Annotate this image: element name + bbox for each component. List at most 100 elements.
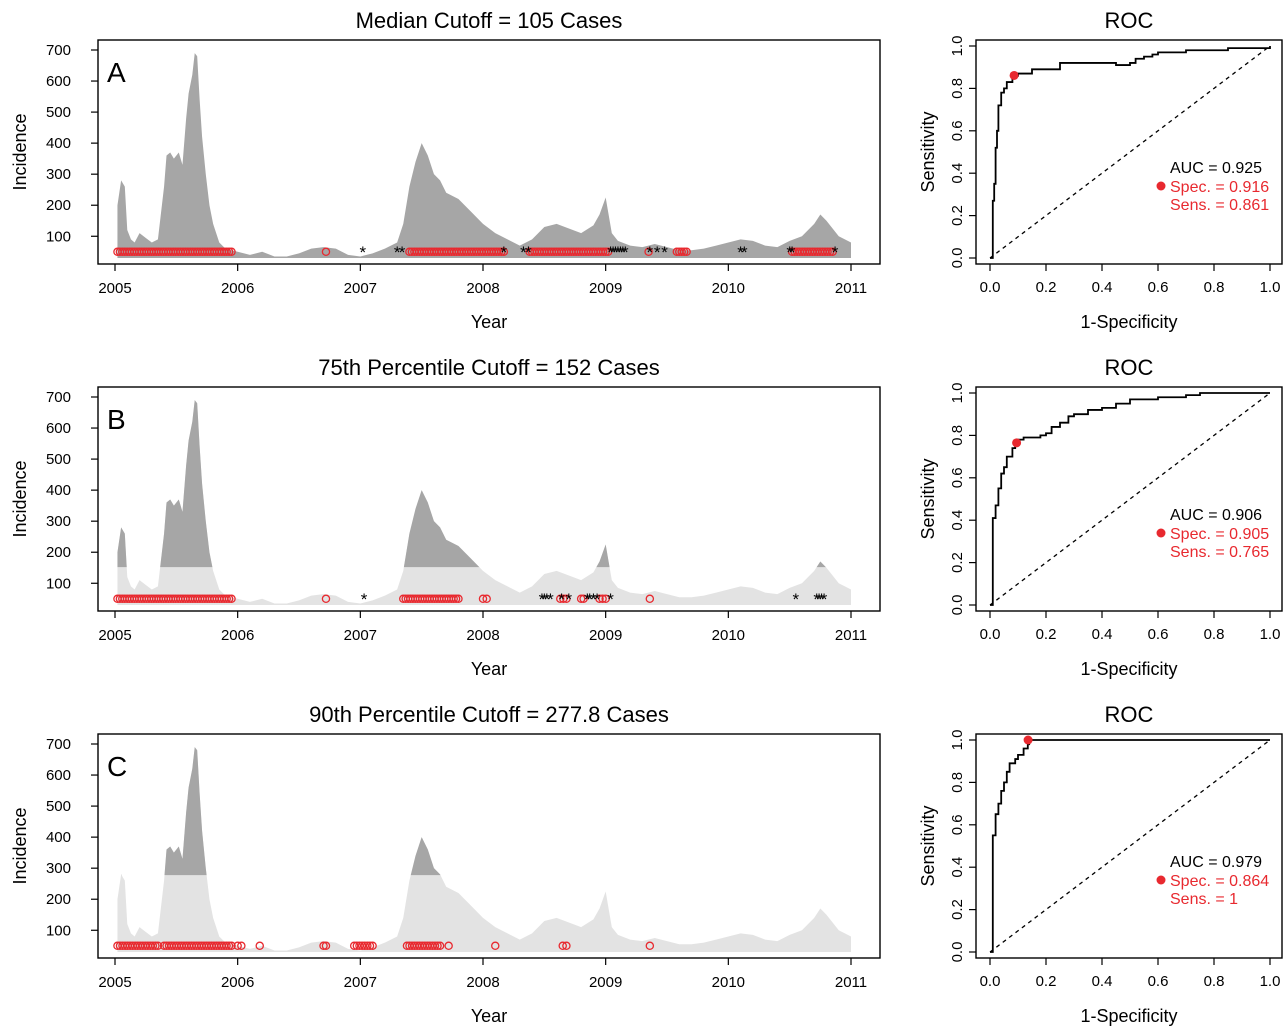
red-circle-marker (222, 594, 231, 604)
red-circle-marker (321, 941, 331, 951)
red-circle-marker (435, 941, 445, 951)
black-asterisk-marker: * (607, 590, 614, 609)
y-tick-label: 200 (46, 197, 71, 214)
x-axis-label: 1-Specificity (1080, 659, 1177, 679)
black-asterisk-marker: * (547, 590, 554, 609)
y-tick-label: 1.0 (949, 730, 966, 751)
sensitivity-text: Sens. = 0.765 (1170, 544, 1269, 561)
red-circle-marker (491, 941, 500, 951)
sensitivity-text: Sens. = 1 (1170, 891, 1238, 908)
optimal-cutoff-point (1012, 438, 1022, 448)
red-circle-marker (360, 941, 369, 951)
roc-curve (990, 392, 1270, 606)
x-tick-label: 0.4 (1092, 973, 1113, 990)
red-circle-marker (224, 941, 234, 951)
y-tick-label: 0.4 (949, 510, 966, 531)
y-tick-label: 400 (46, 135, 71, 152)
y-tick-label: 0.0 (949, 942, 966, 963)
plot-frame (97, 386, 881, 612)
x-axis-label: 1-Specificity (1080, 312, 1177, 332)
y-tick-label: 0.4 (949, 857, 966, 878)
red-circle-marker (148, 941, 158, 951)
y-tick-label: 0.6 (949, 467, 966, 488)
x-tick-label: 1.0 (1260, 626, 1281, 643)
plot-frame (97, 39, 881, 265)
x-tick-label: 2009 (589, 627, 622, 644)
specificity-text: Spec. = 0.864 (1170, 873, 1269, 890)
specificity-text: Spec. = 0.916 (1170, 179, 1269, 196)
red-circle-marker (644, 247, 653, 257)
red-circle-marker (598, 594, 607, 604)
auc-text: AUC = 0.925 (1170, 160, 1262, 177)
red-circle-marker (823, 247, 832, 257)
x-tick-label: 0.8 (1204, 279, 1225, 296)
incidence-area-below-cutoff (117, 400, 852, 605)
x-tick-label: 0.4 (1092, 626, 1113, 643)
x-tick-label: 1.0 (1260, 279, 1281, 296)
y-tick-label: 200 (46, 544, 71, 561)
roc-title: ROC (1105, 8, 1154, 33)
x-tick-label: 2011 (835, 974, 867, 991)
y-tick-label: 300 (46, 513, 71, 530)
x-tick-label: 2008 (466, 280, 499, 297)
y-tick-label: 0.4 (949, 163, 966, 184)
y-tick-label: 400 (46, 482, 71, 499)
red-circle-marker (433, 941, 442, 951)
y-axis-label: Incidence (10, 113, 30, 190)
red-circle-marker (595, 594, 604, 604)
x-tick-label: 1.0 (1260, 973, 1281, 990)
red-circle-marker (355, 941, 364, 951)
red-circle-marker (363, 941, 372, 951)
y-tick-label: 600 (46, 767, 71, 784)
auc-text: AUC = 0.906 (1170, 507, 1262, 524)
red-circle-marker (227, 247, 236, 257)
black-asterisk-marker: * (394, 243, 401, 262)
red-circle-marker (601, 594, 610, 604)
black-asterisk-marker: * (594, 590, 601, 609)
x-axis-label: Year (471, 659, 507, 679)
red-circle-marker (224, 247, 234, 257)
specificity-text: Spec. = 0.905 (1170, 526, 1269, 543)
red-circle-marker (828, 247, 837, 257)
y-tick-label: 400 (46, 829, 71, 846)
x-tick-label: 0.2 (1036, 973, 1057, 990)
roc-title: ROC (1105, 702, 1154, 727)
red-circle-marker (494, 247, 504, 257)
black-asterisk-marker: * (741, 243, 748, 262)
black-asterisk-marker: * (525, 243, 532, 262)
red-circle-marker (233, 941, 242, 951)
red-circle-marker (227, 941, 236, 951)
incidence-panel-0: * ** * ** ******* * * * ** ** * (91, 39, 881, 271)
y-tick-label: 0.6 (949, 120, 966, 141)
red-circle-marker (682, 247, 691, 257)
red-circle-marker (451, 594, 461, 604)
x-tick-label: 0.0 (980, 973, 1001, 990)
plot-frame (97, 733, 881, 959)
red-circle-marker (319, 941, 328, 951)
red-circle-marker (365, 941, 375, 951)
y-tick-label: 0.0 (949, 248, 966, 269)
black-asterisk-marker: * (541, 590, 548, 609)
auc-text: AUC = 0.979 (1170, 854, 1262, 871)
x-tick-label: 2006 (221, 280, 254, 297)
black-asterisk-marker: * (586, 590, 593, 609)
red-circle-marker (556, 594, 565, 604)
black-asterisk-marker: * (584, 590, 591, 609)
roc-panel-1 (969, 386, 1283, 618)
y-tick-label: 0.8 (949, 425, 966, 446)
red-circle-marker (151, 941, 160, 951)
x-tick-label: 0.6 (1148, 973, 1169, 990)
y-tick-label: 100 (46, 228, 71, 245)
chance-diagonal (989, 392, 1271, 606)
y-tick-label: 0.8 (949, 772, 966, 793)
panel-letter: B (107, 404, 126, 435)
black-asterisk-marker: * (832, 243, 839, 262)
black-asterisk-marker: * (654, 243, 661, 262)
red-circle-marker (603, 247, 613, 257)
black-asterisk-marker: * (622, 243, 629, 262)
incidence-area (117, 53, 852, 258)
x-tick-label: 2005 (98, 280, 131, 297)
roc-curve (990, 739, 1270, 953)
y-axis-label: Incidence (10, 460, 30, 537)
y-tick-label: 0.8 (949, 78, 966, 99)
